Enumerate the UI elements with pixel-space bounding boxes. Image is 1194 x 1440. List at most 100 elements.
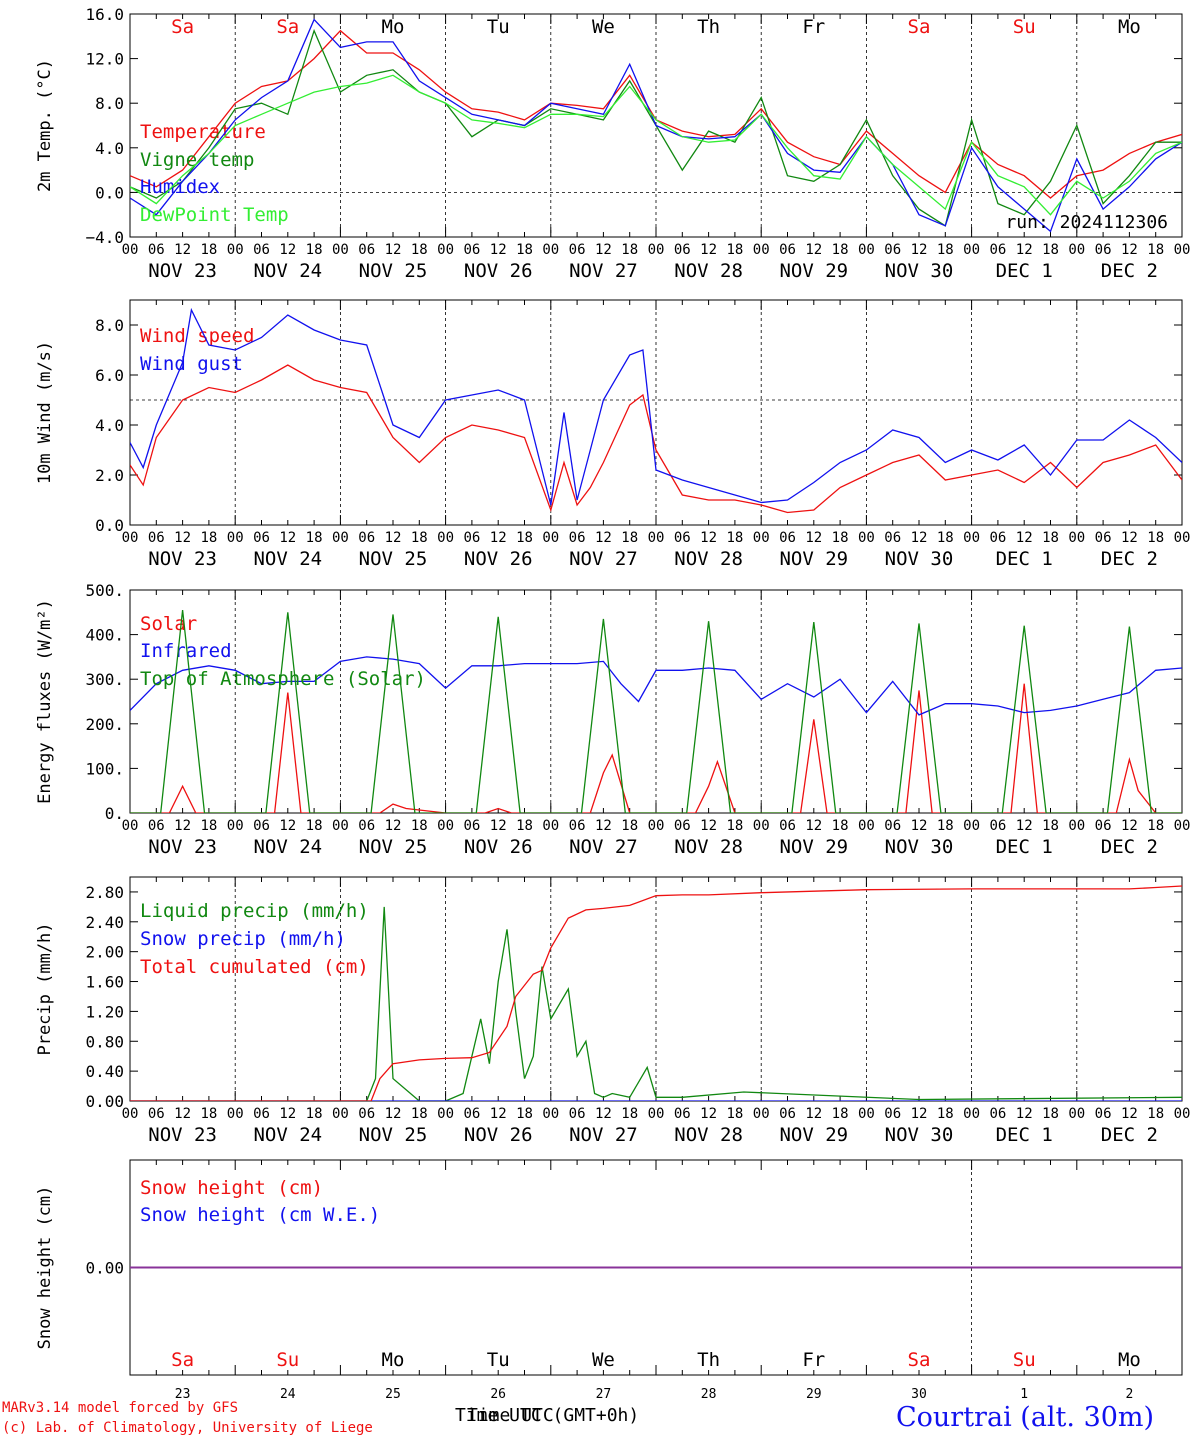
hour-label: 18: [1042, 818, 1059, 834]
day-of-week-label: Fr: [802, 1349, 825, 1371]
hour-label: 18: [516, 530, 533, 546]
date-label: NOV 27: [569, 1124, 638, 1146]
legend-label: Wind speed: [140, 325, 254, 347]
hour-label: 12: [911, 530, 928, 546]
hour-label: 06: [674, 818, 691, 834]
hour-label: 12: [805, 818, 822, 834]
hour-label: 12: [1121, 818, 1138, 834]
hour-label: 18: [832, 530, 849, 546]
date-label: NOV 27: [569, 548, 638, 570]
hour-label: 18: [200, 1106, 217, 1122]
y-tick-label: 2.00: [85, 943, 124, 962]
day-number-label: 23: [175, 1387, 191, 1402]
legend-label: Wind gust: [140, 353, 243, 375]
hour-label: 00: [753, 1106, 770, 1122]
hour-label: 18: [1147, 818, 1164, 834]
hour-label: 18: [306, 242, 323, 258]
hour-label: 18: [200, 242, 217, 258]
y-tick-label: 12.0: [85, 50, 124, 69]
series-line: [130, 656, 1182, 716]
hour-label: 18: [1042, 1106, 1059, 1122]
hour-label: 06: [1095, 1106, 1112, 1122]
day-of-week-label: We: [592, 1349, 615, 1371]
hour-label: 00: [858, 818, 875, 834]
hour-label: 00: [227, 1106, 244, 1122]
hour-label: 06: [569, 818, 586, 834]
hour-label: 12: [279, 1106, 296, 1122]
hour-label: 06: [674, 1106, 691, 1122]
date-label: NOV 30: [885, 548, 954, 570]
hour-label: 00: [858, 530, 875, 546]
hour-label: 12: [279, 530, 296, 546]
day-number-label: 24: [280, 1387, 296, 1402]
day-of-week-label: Tu: [487, 1349, 510, 1371]
hour-label: 00: [753, 530, 770, 546]
hour-label: 06: [463, 818, 480, 834]
y-tick-label: 200.: [85, 715, 124, 734]
hour-label: 06: [884, 818, 901, 834]
hour-label: 06: [1095, 242, 1112, 258]
date-label: DEC 2: [1101, 836, 1158, 858]
date-label: NOV 24: [253, 548, 322, 570]
hour-label: 00: [648, 1106, 665, 1122]
date-label: NOV 29: [779, 836, 848, 858]
hour-label: 00: [437, 530, 454, 546]
hour-label: 18: [832, 242, 849, 258]
hour-label: 12: [1016, 530, 1033, 546]
day-of-week-label: Mo: [1118, 1349, 1141, 1371]
hour-label: 00: [227, 242, 244, 258]
hour-label: 00: [1174, 1106, 1191, 1122]
hour-label: 18: [1147, 242, 1164, 258]
y-axis-title: Snow height (cm): [35, 1186, 55, 1350]
date-label: NOV 23: [148, 1124, 217, 1146]
date-label: NOV 27: [569, 836, 638, 858]
hour-label: 12: [1121, 530, 1138, 546]
date-label: NOV 26: [464, 1124, 533, 1146]
hour-label: 06: [674, 530, 691, 546]
hour-label: 18: [937, 818, 954, 834]
date-label: DEC 1: [996, 836, 1053, 858]
hour-label: 18: [200, 530, 217, 546]
hour-label: 18: [1042, 530, 1059, 546]
series-line: [130, 610, 1182, 813]
date-label: NOV 27: [569, 260, 638, 282]
hour-label: 18: [937, 530, 954, 546]
y-tick-label: 500.: [85, 581, 124, 600]
hour-label: 12: [700, 242, 717, 258]
hour-label: 06: [989, 1106, 1006, 1122]
hour-label: 12: [595, 1106, 612, 1122]
hour-label: 00: [1174, 818, 1191, 834]
hour-label: 00: [542, 530, 559, 546]
hour-label: 00: [1068, 818, 1085, 834]
date-label: DEC 1: [996, 548, 1053, 570]
hour-label: 12: [911, 1106, 928, 1122]
hour-label: 18: [1147, 1106, 1164, 1122]
station-label: Courtrai (alt. 30m): [896, 1402, 1155, 1433]
hour-label: 00: [437, 1106, 454, 1122]
hour-label: 18: [516, 242, 533, 258]
hour-label: 12: [805, 1106, 822, 1122]
legend-label: Snow precip (mm/h): [140, 928, 346, 950]
date-label: DEC 2: [1101, 260, 1158, 282]
hour-label: 00: [542, 1106, 559, 1122]
run-label: run: 2024112306: [1005, 212, 1168, 233]
y-tick-label: 4.0: [95, 139, 124, 158]
hour-label: 00: [648, 818, 665, 834]
day-of-week-label: Sa: [276, 16, 299, 38]
hour-label: 06: [779, 818, 796, 834]
day-of-week-label: Sa: [171, 16, 194, 38]
hour-label: 06: [358, 530, 375, 546]
legend-label: Total cumulated (cm): [140, 956, 369, 978]
hour-label: 18: [621, 530, 638, 546]
legend-label: Snow height (cm W.E.): [140, 1204, 380, 1226]
date-label: NOV 24: [253, 836, 322, 858]
day-of-week-label: Su: [276, 1349, 299, 1371]
hour-label: 06: [569, 1106, 586, 1122]
hour-label: 06: [884, 530, 901, 546]
hour-label: 12: [595, 242, 612, 258]
hour-label: 00: [332, 818, 349, 834]
y-tick-label: 0.00: [85, 1092, 124, 1111]
hour-label: 00: [122, 242, 139, 258]
date-label: DEC 1: [996, 260, 1053, 282]
date-label: NOV 25: [359, 836, 428, 858]
